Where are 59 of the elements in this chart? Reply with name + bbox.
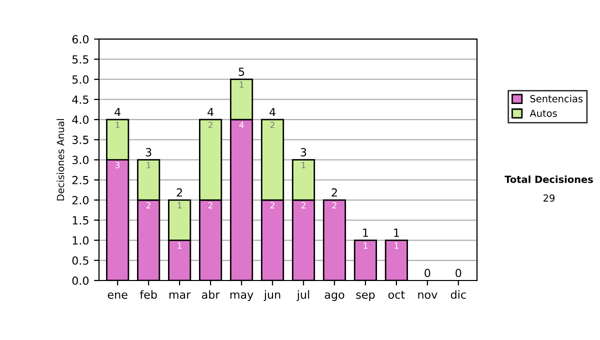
legend-label: Autos [530, 110, 557, 117]
y-tick-label: 4.5 [72, 96, 88, 104]
total-label: 4 [208, 108, 214, 116]
x-tick-label: mar [169, 292, 191, 299]
total-label: 1 [363, 228, 368, 237]
x-tick-label: nov [418, 292, 438, 299]
total-label: 4 [270, 108, 276, 116]
x-tick-label: dic [450, 290, 466, 299]
legend-label: Sentencias [530, 94, 583, 102]
data-label: 2 [301, 202, 306, 208]
x-tick-label: jul [296, 290, 310, 301]
data-label: 2 [332, 202, 336, 208]
data-label: 4 [239, 122, 244, 128]
data-label: 3 [116, 162, 120, 168]
y-tick-label: 0.5 [72, 256, 88, 265]
data-label: 1 [302, 162, 306, 168]
data-label: 1 [240, 82, 244, 88]
y-tick-label: 1.5 [72, 216, 88, 225]
x-tick-label: ene [108, 292, 128, 299]
x-tick-label: ago [324, 292, 344, 301]
data-label: 2 [270, 202, 274, 208]
total-label: 0 [424, 268, 430, 278]
y-tick-label: 6.0 [72, 35, 89, 44]
x-tick-label: may [230, 292, 254, 301]
total-label: 3 [300, 148, 306, 156]
y-tick-label: 3.0 [72, 156, 89, 164]
x-tick-label: abr [202, 290, 220, 299]
total-label: 3 [146, 148, 152, 156]
total-label: 2 [176, 188, 182, 197]
data-label: 2 [146, 202, 150, 208]
y-tick-label: 5.5 [72, 55, 88, 64]
data-label: 1 [394, 242, 398, 249]
y-axis-title: Decisiones Anual [56, 119, 64, 200]
data-label: 2 [208, 122, 212, 128]
y-tick-label: 5.0 [72, 75, 89, 84]
data-label: 2 [270, 122, 274, 128]
total-label: 4 [114, 108, 120, 116]
y-tick-label: 1.0 [72, 236, 89, 245]
y-tick-label: 2.5 [72, 176, 88, 184]
x-tick-label: oct [388, 290, 405, 299]
x-tick-label: sep [356, 292, 375, 301]
text: 29 [544, 194, 554, 202]
x-tick-label: jun [264, 290, 280, 301]
x-tick-label: feb [140, 290, 157, 299]
y-tick-label: 3.5 [72, 136, 88, 144]
y-tick-label: 4.0 [72, 116, 89, 124]
total-label: 0 [456, 268, 462, 278]
data-label: 1 [178, 242, 182, 249]
total-label: 5 [238, 68, 244, 76]
y-tick-label: 2.0 [72, 196, 89, 204]
total-label: 2 [332, 188, 337, 197]
data-label: 1 [364, 242, 368, 249]
data-label: 1 [146, 162, 150, 168]
y-tick-label: 0.0 [72, 276, 89, 285]
total-label: 1 [394, 228, 399, 237]
text: Total Decisiones [504, 175, 593, 184]
data-label: 1 [178, 202, 182, 208]
data-label: 1 [116, 122, 120, 128]
data-label: 2 [208, 202, 212, 208]
